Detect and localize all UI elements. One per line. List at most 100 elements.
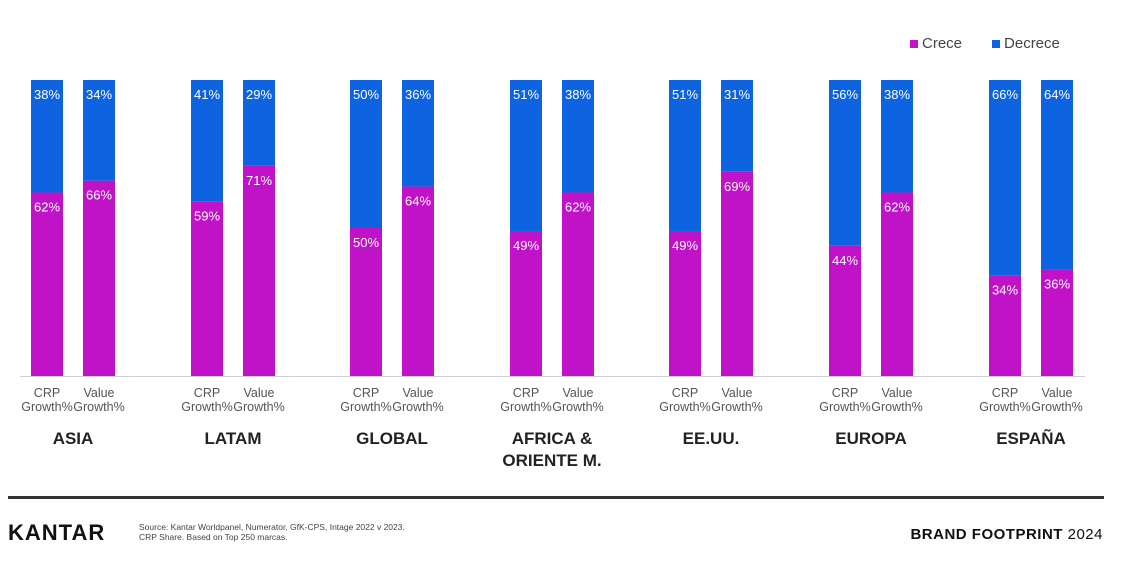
group-label: EUROPA [835,429,906,448]
data-label-decrece: 51% [672,87,698,102]
bar-crece [243,165,275,376]
bar-crece [989,275,1021,376]
bar-decrece [510,80,542,231]
bar-category-label: Growth% [233,400,284,414]
bar-category-label: Value [1041,386,1072,400]
data-label-crece: 49% [513,238,539,253]
data-label-crece: 49% [672,238,698,253]
bar-decrece [721,80,753,172]
data-label-decrece: 31% [724,87,750,102]
data-label-decrece: 66% [992,87,1018,102]
group-label: ASIA [53,429,94,448]
data-label-decrece: 64% [1044,87,1070,102]
group-label: EE.UU. [683,429,740,448]
source-note: Source: Kantar Worldpanel, Numerator, Gf… [139,522,405,542]
bar-decrece [350,80,382,228]
bar-category-label: Value [83,386,114,400]
data-label-crece: 36% [1044,276,1070,291]
data-label-decrece: 34% [86,87,112,102]
bar-category-label: Growth% [181,400,232,414]
bar-category-label: CRP [513,386,539,400]
bar-crece [829,245,861,376]
bar-category-label: Growth% [711,400,762,414]
bar-category-label: Growth% [340,400,391,414]
bar-category-label: Growth% [552,400,603,414]
legend-item-decrece: Decrece [992,35,1060,52]
data-label-crece: 44% [832,253,858,268]
data-label-decrece: 38% [565,87,591,102]
data-label-decrece: 38% [884,87,910,102]
bar-crece [1041,269,1073,376]
data-label-decrece: 36% [405,87,431,102]
bar-category-label: Growth% [979,400,1030,414]
footer-divider [8,496,1104,499]
data-label-crece: 66% [86,188,112,203]
bar-category-label: Value [402,386,433,400]
bar-crece [881,192,913,376]
legend-swatch-crece [910,39,918,48]
bar-category-label: CRP [672,386,698,400]
data-label-decrece: 51% [513,87,539,102]
data-label-crece: 64% [405,194,431,209]
bar-category-label: CRP [992,386,1018,400]
data-label-crece: 34% [992,282,1018,297]
bar-decrece [989,80,1021,276]
bar-category-label: Value [881,386,912,400]
legend-label-decrece: Decrece [1004,35,1060,52]
bar-decrece [402,80,434,187]
bar-category-label: CRP [353,386,379,400]
legend-swatch-decrece [992,39,1001,48]
bar-decrece [1041,80,1073,270]
bar-category-label: Growth% [73,400,124,414]
data-label-decrece: 50% [353,87,379,102]
data-label-decrece: 29% [246,87,272,102]
kantar-logo: KANTAR [8,520,106,545]
bar-crece [402,186,434,376]
bar-category-label: Growth% [659,400,710,414]
data-label-crece: 59% [194,208,220,223]
brand-footprint-year: 2024 [1067,526,1103,543]
brand-footprint-label: BRAND FOOTPRINT [910,526,1063,543]
data-label-crece: 50% [353,235,379,250]
legend-item-crece: Crece [910,35,962,52]
bar-crece [31,192,63,376]
group-label: GLOBAL [356,429,428,448]
data-label-decrece: 38% [34,87,60,102]
bar-decrece [191,80,223,202]
bar-crece [669,230,701,376]
bar-decrece [829,80,861,246]
data-label-crece: 62% [34,199,60,214]
bar-category-label: Growth% [871,400,922,414]
bar-category-label: Growth% [392,400,443,414]
bar-crece [83,180,115,376]
bar-decrece [881,80,913,193]
bar-category-label: CRP [194,386,220,400]
bar-category-label: Value [562,386,593,400]
data-label-decrece: 56% [832,87,858,102]
bar-category-label: Growth% [819,400,870,414]
data-label-crece: 69% [724,179,750,194]
data-label-crece: 62% [884,199,910,214]
bar-category-label: Value [721,386,752,400]
bar-category-label: Growth% [21,400,72,414]
legend-label-crece: Crece [922,35,963,52]
bar-crece [721,171,753,376]
bar-decrece [669,80,701,231]
bar-crece [191,201,223,376]
legend: Crece Decrece [910,35,1060,52]
bar-category-label: Value [243,386,274,400]
bar-crece [510,230,542,376]
bar-crece [562,192,594,376]
brand-footprint-title: BRAND FOOTPRINT 2024 [910,526,1103,543]
bar-decrece [83,80,115,181]
group-label: AFRICA & [512,429,593,448]
bar-category-label: CRP [832,386,858,400]
bar-decrece [243,80,275,166]
stacked-bar-chart: 62%38%CRPGrowth%66%34%ValueGrowth%ASIA59… [20,80,1085,470]
bar-decrece [31,80,63,193]
bar-category-label: Growth% [1031,400,1082,414]
group-label: ORIENTE M. [502,451,601,470]
data-label-crece: 71% [246,173,272,188]
bar-decrece [562,80,594,193]
group-label: LATAM [205,429,262,448]
